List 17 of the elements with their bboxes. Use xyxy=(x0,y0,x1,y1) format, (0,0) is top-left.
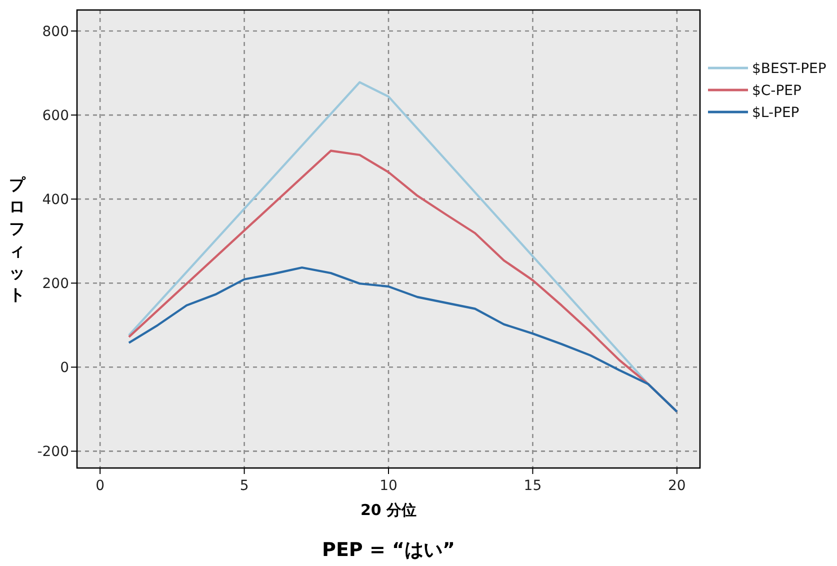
y-tick-label: 600 xyxy=(42,108,69,124)
x-tick-label: 15 xyxy=(524,478,542,494)
x-tick-label: 5 xyxy=(240,478,249,494)
x-tick-label: 20 xyxy=(668,478,686,494)
y-tick-label: 0 xyxy=(60,360,69,376)
x-axis-title: 20 分位 xyxy=(360,501,417,519)
text: PEP = “はい” xyxy=(322,539,455,561)
legend-label: $BEST-PEP xyxy=(752,61,826,77)
y-tick-label: 400 xyxy=(42,192,69,208)
legend-label: $C-PEP xyxy=(752,83,802,99)
y-tick-label: 800 xyxy=(42,24,69,40)
y-axis-title: プロフィット xyxy=(9,175,26,304)
y-tick-label: 200 xyxy=(42,276,69,292)
x-tick-label: 10 xyxy=(380,478,398,494)
y-tick-label: -200 xyxy=(37,444,69,460)
x-tick-label: 0 xyxy=(96,478,105,494)
legend-label: $L-PEP xyxy=(752,105,800,121)
